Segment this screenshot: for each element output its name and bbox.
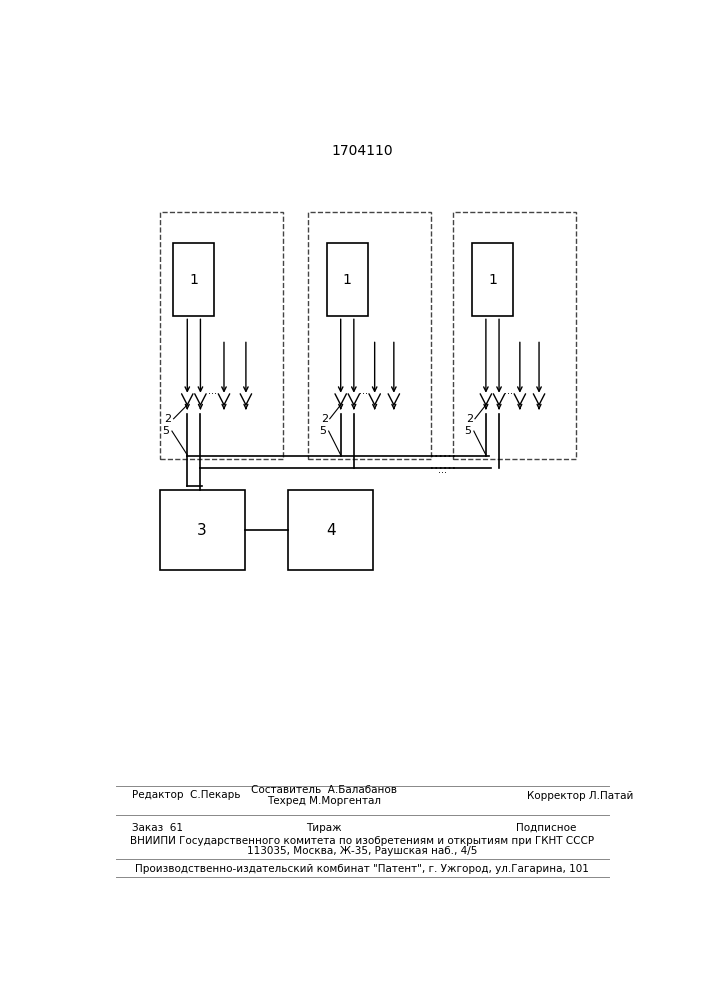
Text: 5: 5 bbox=[162, 426, 169, 436]
FancyBboxPatch shape bbox=[327, 243, 368, 316]
FancyBboxPatch shape bbox=[472, 243, 513, 316]
Text: ...: ... bbox=[208, 386, 217, 396]
Text: 2: 2 bbox=[466, 414, 473, 424]
Text: ВНИИПИ Государственного комитета по изобретениям и открытиям при ГКНТ СССР: ВНИИПИ Государственного комитета по изоб… bbox=[130, 836, 595, 846]
Text: 2: 2 bbox=[165, 414, 172, 424]
Text: Техред М.Моргентал: Техред М.Моргентал bbox=[267, 796, 381, 806]
Text: 1: 1 bbox=[488, 273, 497, 287]
FancyBboxPatch shape bbox=[288, 490, 373, 570]
Text: ...: ... bbox=[504, 386, 513, 396]
Text: Редактор  С.Пекарь: Редактор С.Пекарь bbox=[132, 790, 240, 800]
Text: Подписное: Подписное bbox=[516, 823, 576, 833]
Text: Заказ  61: Заказ 61 bbox=[132, 823, 183, 833]
Text: Корректор Л.Патай: Корректор Л.Патай bbox=[527, 791, 633, 801]
Text: 4: 4 bbox=[326, 523, 336, 538]
Text: Составитель  А.Балабанов: Составитель А.Балабанов bbox=[251, 785, 397, 795]
Text: Тираж: Тираж bbox=[306, 823, 341, 833]
Text: 5: 5 bbox=[319, 426, 326, 436]
Text: ...: ... bbox=[438, 465, 448, 475]
Text: Производственно-издательский комбинат "Патент", г. Ужгород, ул.Гагарина, 101: Производственно-издательский комбинат "П… bbox=[136, 864, 589, 874]
Text: 1: 1 bbox=[189, 273, 198, 287]
Text: 1704110: 1704110 bbox=[332, 144, 393, 158]
Text: 2: 2 bbox=[321, 414, 328, 424]
Text: 1: 1 bbox=[343, 273, 351, 287]
Text: 113035, Москва, Ж-35, Раушская наб., 4/5: 113035, Москва, Ж-35, Раушская наб., 4/5 bbox=[247, 846, 477, 856]
FancyBboxPatch shape bbox=[160, 490, 245, 570]
Text: 5: 5 bbox=[464, 426, 472, 436]
Text: 3: 3 bbox=[197, 523, 207, 538]
Text: ...: ... bbox=[359, 386, 368, 396]
FancyBboxPatch shape bbox=[173, 243, 214, 316]
